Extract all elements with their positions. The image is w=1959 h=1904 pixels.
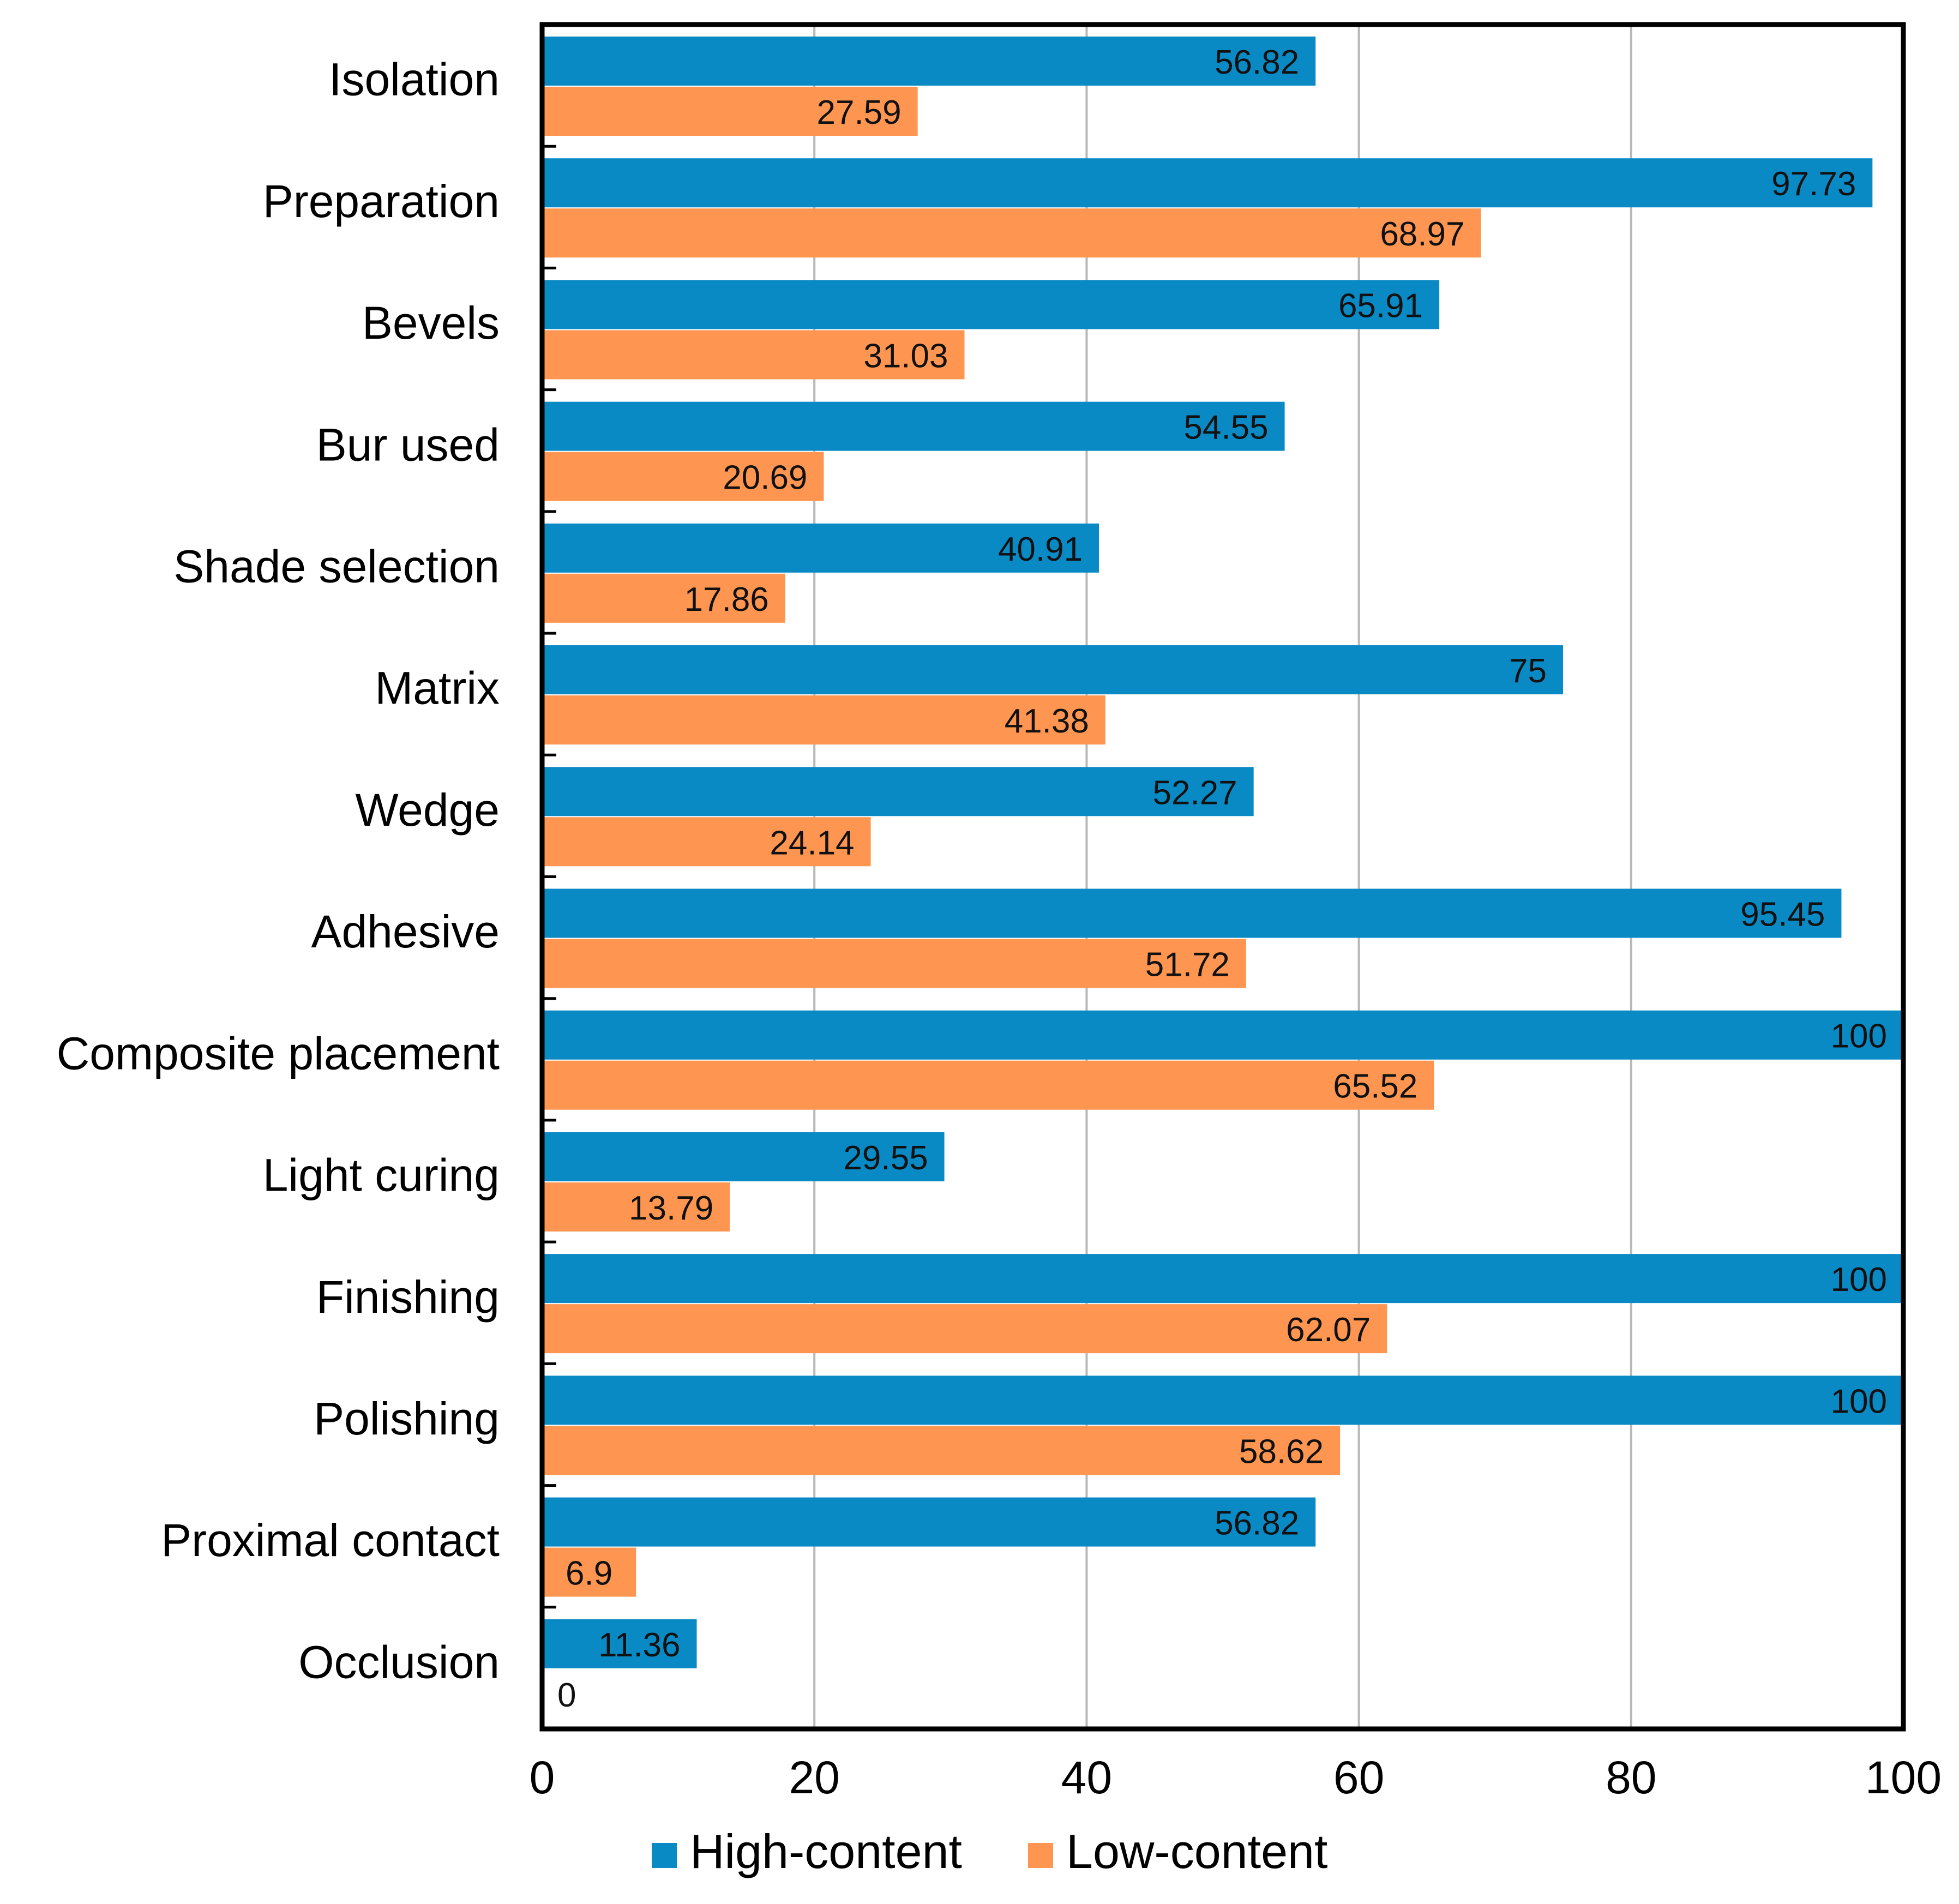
category-label-bevels: Bevels	[362, 297, 500, 349]
category-label-bur-used: Bur used	[316, 419, 500, 470]
y-axis-ticks	[542, 145, 556, 1609]
bar-low-content-finishing	[542, 1304, 1387, 1354]
bar-low-content-polishing	[542, 1426, 1341, 1475]
bar-value-label-low-content-polishing: 58.62	[1239, 1433, 1324, 1470]
bar-value-label-low-content-light-curing: 13.79	[629, 1190, 713, 1227]
bar-value-label-low-content-composite-placement: 65.52	[1333, 1068, 1417, 1106]
bar-value-label-high-content-wedge: 52.27	[1153, 774, 1237, 812]
bar-value-label-low-content-matrix: 41.38	[1005, 702, 1089, 740]
bar-low-content-light-curing	[542, 1182, 730, 1232]
x-tick-label-60: 60	[1333, 1752, 1384, 1803]
x-tick-label-40: 40	[1061, 1752, 1112, 1803]
bar-high-content-adhesive	[542, 888, 1842, 938]
category-label-polishing: Polishing	[314, 1393, 500, 1444]
bar-high-content-bur-used	[542, 401, 1285, 451]
bar-value-label-low-content-shade-selection: 17.86	[684, 581, 769, 618]
x-tick-label-80: 80	[1606, 1752, 1656, 1803]
bar-high-content-wedge	[542, 767, 1254, 816]
bar-low-content-preparation	[542, 208, 1481, 258]
category-label-wedge: Wedge	[355, 784, 500, 836]
bar-value-label-low-content-bevels: 31.03	[863, 337, 948, 375]
legend-label-low-content: Low-content	[1066, 1824, 1327, 1878]
bar-value-label-high-content-isolation: 56.82	[1215, 44, 1299, 81]
bar-value-label-low-content-adhesive: 51.72	[1145, 946, 1230, 984]
bar-high-content-finishing	[542, 1254, 1903, 1304]
bar-low-content-composite-placement	[542, 1060, 1434, 1110]
bar-value-label-high-content-adhesive: 95.45	[1740, 896, 1825, 934]
bar-high-content-composite-placement	[542, 1010, 1903, 1060]
bar-high-content-shade-selection	[542, 523, 1099, 573]
bar-value-label-low-content-proximal-contact: 6.9	[566, 1555, 612, 1593]
bar-low-content-bevels	[542, 330, 965, 380]
category-label-finishing: Finishing	[316, 1271, 500, 1323]
bar-value-label-low-content-occlusion: 0	[557, 1677, 576, 1714]
bar-low-content-matrix	[542, 695, 1105, 745]
bar-high-content-preparation	[542, 158, 1873, 208]
bar-value-label-high-content-proximal-contact: 56.82	[1215, 1505, 1299, 1542]
bars: 56.82 27.59 97.73 68.97 65.91 31.03 54.55 20.69…	[542, 37, 1903, 1714]
bar-value-label-high-content-finishing: 100	[1831, 1261, 1887, 1299]
category-label-light-curing: Light curing	[263, 1150, 500, 1201]
bar-value-label-high-content-polishing: 100	[1831, 1383, 1887, 1420]
bar-high-content-light-curing	[542, 1132, 945, 1181]
legend-label-high-content: High-content	[690, 1824, 962, 1878]
bar-high-content-polishing	[542, 1376, 1903, 1425]
bar-value-label-high-content-light-curing: 29.55	[843, 1139, 928, 1177]
bar-value-label-high-content-preparation: 97.73	[1771, 165, 1856, 203]
bar-high-content-isolation	[542, 37, 1316, 86]
category-label-preparation: Preparation	[263, 176, 500, 227]
bar-value-label-high-content-occlusion: 11.36	[598, 1626, 681, 1664]
bar-low-content-shade-selection	[542, 573, 785, 623]
x-tick-label-100: 100	[1865, 1752, 1942, 1803]
bar-value-label-low-content-finishing: 62.07	[1286, 1311, 1371, 1349]
bar-value-label-high-content-bur-used: 54.55	[1183, 409, 1268, 447]
bar-low-content-adhesive	[542, 939, 1246, 988]
category-label-occlusion: Occlusion	[298, 1636, 500, 1687]
bar-value-label-low-content-preparation: 68.97	[1380, 215, 1464, 253]
category-label-adhesive: Adhesive	[311, 906, 500, 957]
category-label-isolation: Isolation	[329, 54, 500, 105]
x-tick-label-0: 0	[530, 1752, 555, 1803]
category-label-matrix: Matrix	[375, 663, 500, 714]
category-label-shade-selection: Shade selection	[173, 540, 500, 592]
bar-value-label-low-content-bur-used: 20.69	[723, 459, 807, 497]
bar-value-label-low-content-isolation: 27.59	[816, 94, 901, 131]
legend-swatch-high-content	[652, 1843, 677, 1868]
legend: High-content Low-content	[652, 1824, 1327, 1878]
x-tick-label-20: 20	[789, 1752, 839, 1803]
bar-value-label-high-content-shade-selection: 40.91	[998, 531, 1083, 568]
bar-high-content-proximal-contact	[542, 1497, 1316, 1547]
x-axis-ticks: 0 20 40 60 80 100	[530, 1752, 1942, 1803]
legend-swatch-low-content	[1028, 1843, 1053, 1868]
category-labels: Isolation Preparation Bevels Bur used Shade …	[57, 54, 500, 1688]
bar-value-label-high-content-matrix: 75	[1509, 652, 1547, 690]
bar-low-content-isolation	[542, 87, 918, 136]
bar-value-label-low-content-wedge: 24.14	[770, 824, 854, 862]
category-label-proximal-contact: Proximal contact	[161, 1515, 500, 1566]
category-label-composite-placement: Composite placement	[57, 1028, 500, 1079]
bar-high-content-matrix	[542, 645, 1563, 695]
bar-value-label-high-content-bevels: 65.91	[1338, 287, 1423, 325]
bar-low-content-bur-used	[542, 452, 824, 501]
bar-low-content-wedge	[542, 817, 871, 867]
bar-high-content-occlusion	[542, 1619, 697, 1668]
bar-high-content-bevels	[542, 280, 1440, 329]
bar-value-label-high-content-composite-placement: 100	[1831, 1018, 1887, 1055]
bar-low-content-proximal-contact	[542, 1547, 636, 1597]
